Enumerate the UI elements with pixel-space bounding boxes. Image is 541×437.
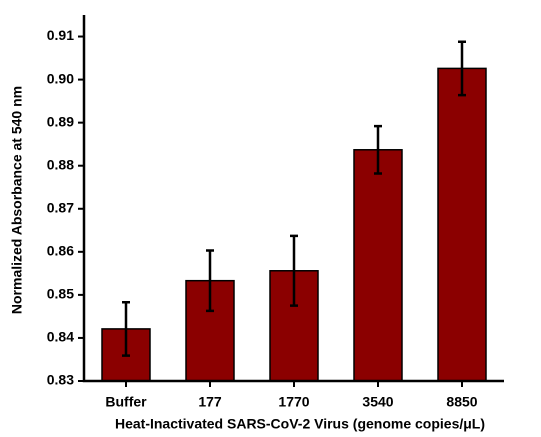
x-tick-label: Buffer xyxy=(105,394,147,410)
x-tick-label: 1770 xyxy=(278,394,309,410)
y-tick-label: 0.86 xyxy=(47,243,74,259)
x-tick-label: 8850 xyxy=(446,394,477,410)
y-tick-label: 0.88 xyxy=(47,156,74,172)
y-tick-label: 0.89 xyxy=(47,113,74,129)
y-tick-label: 0.85 xyxy=(47,286,74,302)
error-bar xyxy=(206,249,214,313)
error-bar xyxy=(458,40,466,97)
x-axis-label: Heat-Inactivated SARS-CoV-2 Virus (genom… xyxy=(115,416,485,432)
bar xyxy=(437,67,487,382)
x-tick-label: 3540 xyxy=(362,394,393,410)
x-tick-label: 177 xyxy=(198,394,222,410)
bar xyxy=(353,149,403,382)
y-tick-label: 0.84 xyxy=(47,329,74,345)
y-tick-label: 0.87 xyxy=(47,199,74,215)
error-bar xyxy=(374,124,382,175)
axes xyxy=(82,15,504,383)
y-tick-label: 0.90 xyxy=(47,70,74,86)
y-tick-label: 0.83 xyxy=(47,372,74,388)
y-axis-label: Normalized Absorbance at 540 nm xyxy=(9,86,25,314)
error-bar xyxy=(122,300,130,357)
y-tick-label: 0.91 xyxy=(47,27,74,43)
error-bar xyxy=(290,234,298,307)
